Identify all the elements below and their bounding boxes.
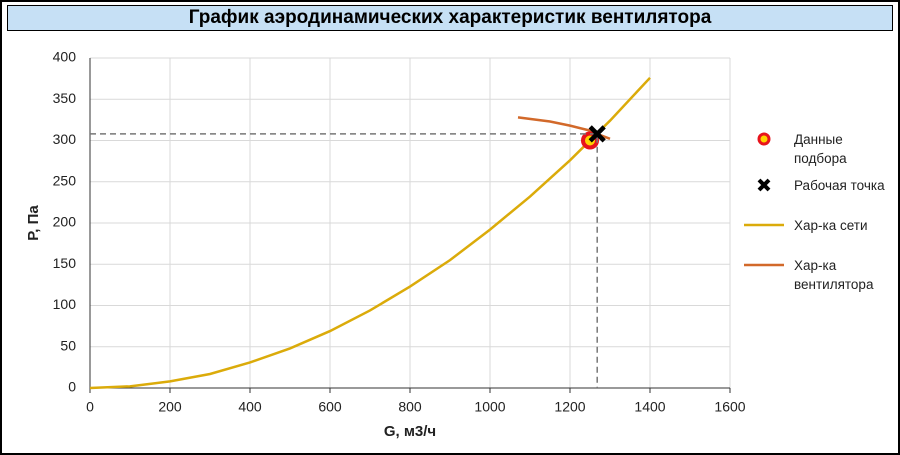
y-tick-label: 150	[53, 255, 77, 271]
y-tick-label: 300	[53, 131, 77, 147]
x-tick-label: 1000	[474, 399, 505, 415]
legend-swatch	[744, 223, 784, 227]
legend-item: Хар-ка сети	[744, 216, 889, 235]
y-tick-label: 400	[53, 49, 77, 65]
chart-title: График аэродинамических характеристик ве…	[7, 5, 893, 31]
legend-item: Рабочая точка	[744, 176, 889, 195]
legend-item: Хар-ка вентилятора	[744, 256, 889, 294]
y-axis-label: P, Па	[25, 205, 42, 241]
y-tick-label: 100	[53, 296, 77, 312]
legend-swatch	[757, 132, 771, 146]
x-tick-label: 0	[86, 399, 94, 415]
y-tick-label: 50	[60, 337, 76, 353]
x-tick-label: 1600	[714, 399, 745, 415]
legend-swatch	[744, 263, 784, 267]
y-tick-label: 350	[53, 90, 77, 106]
legend-item: Данные подбора	[744, 130, 889, 168]
guide-line	[90, 133, 598, 388]
legend-label: Данные подбора	[794, 132, 847, 166]
legend-swatch	[757, 178, 771, 192]
x-tick-label: 1200	[554, 399, 585, 415]
legend-marker	[757, 132, 771, 146]
x-tick-label: 200	[158, 399, 182, 415]
x-tick-label: 800	[398, 399, 422, 415]
series-line	[89, 76, 651, 390]
legend-label: Хар-ка вентилятора	[794, 258, 874, 292]
x-tick-label: 1400	[634, 399, 665, 415]
legend-label: Хар-ка сети	[794, 218, 868, 233]
x-axis-label: G, м3/ч	[384, 423, 436, 440]
x-tick-label: 400	[238, 399, 262, 415]
point-marker	[588, 125, 606, 143]
x-tick-label: 600	[318, 399, 342, 415]
legend-label: Рабочая точка	[794, 178, 885, 193]
y-tick-label: 250	[53, 172, 77, 188]
y-tick-label: 0	[68, 379, 76, 395]
legend-marker	[757, 178, 771, 192]
y-tick-label: 200	[53, 214, 77, 230]
